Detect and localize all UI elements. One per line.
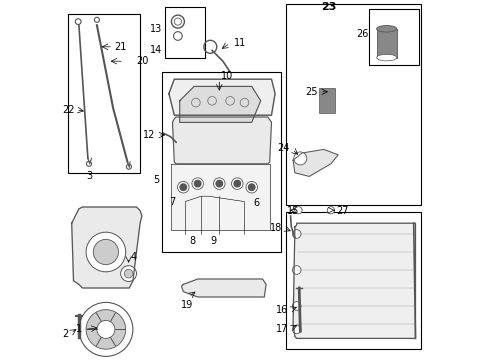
Ellipse shape	[376, 26, 396, 32]
Polygon shape	[170, 164, 269, 230]
Ellipse shape	[376, 54, 396, 61]
Text: 20: 20	[136, 56, 148, 66]
Circle shape	[326, 207, 334, 214]
Text: 17: 17	[276, 324, 288, 334]
Circle shape	[97, 320, 115, 338]
Circle shape	[245, 181, 257, 193]
Text: 6: 6	[253, 198, 259, 208]
Circle shape	[231, 178, 243, 189]
Text: 11: 11	[233, 38, 245, 48]
Polygon shape	[292, 149, 337, 176]
Bar	[285, 4, 420, 205]
Text: 12: 12	[142, 130, 155, 140]
Text: 16: 16	[276, 305, 288, 315]
Bar	[319, 88, 335, 113]
Text: 21: 21	[114, 42, 126, 52]
Text: 24: 24	[277, 143, 289, 153]
Text: 8: 8	[189, 236, 195, 246]
Circle shape	[86, 310, 125, 349]
Circle shape	[292, 325, 301, 334]
Polygon shape	[181, 279, 265, 297]
Text: 15: 15	[286, 206, 299, 216]
Polygon shape	[172, 117, 271, 164]
Circle shape	[192, 178, 203, 189]
Circle shape	[213, 178, 224, 189]
Circle shape	[248, 184, 254, 190]
Polygon shape	[168, 79, 275, 115]
Text: 13: 13	[150, 24, 162, 34]
Circle shape	[293, 152, 306, 165]
Circle shape	[124, 269, 133, 278]
Circle shape	[292, 302, 301, 310]
Text: 14: 14	[150, 45, 162, 55]
Circle shape	[177, 181, 189, 193]
Bar	[162, 72, 280, 252]
Bar	[376, 29, 396, 58]
Polygon shape	[179, 86, 260, 122]
Text: 7: 7	[169, 197, 175, 207]
Text: 9: 9	[210, 236, 217, 246]
Text: 27: 27	[336, 206, 348, 216]
Circle shape	[292, 266, 301, 274]
Text: 3: 3	[86, 171, 92, 181]
Bar	[165, 7, 204, 58]
Circle shape	[121, 266, 136, 282]
Text: 25: 25	[305, 87, 317, 97]
Polygon shape	[292, 223, 415, 338]
Circle shape	[234, 180, 240, 187]
Circle shape	[292, 230, 301, 238]
Text: 18: 18	[269, 222, 282, 233]
Bar	[285, 212, 420, 349]
Polygon shape	[72, 207, 142, 288]
Circle shape	[180, 184, 186, 190]
Bar	[68, 14, 140, 173]
Circle shape	[79, 302, 133, 356]
Text: 1: 1	[76, 324, 81, 334]
Text: 26: 26	[356, 29, 368, 39]
Text: 5: 5	[153, 175, 159, 185]
Text: 10: 10	[221, 71, 233, 81]
Circle shape	[194, 180, 201, 187]
Circle shape	[93, 239, 118, 265]
Text: 4: 4	[130, 252, 136, 262]
Text: 23: 23	[321, 2, 336, 12]
Bar	[368, 9, 418, 65]
Text: 19: 19	[181, 300, 193, 310]
Text: 22: 22	[62, 105, 75, 115]
Text: 2: 2	[62, 329, 69, 339]
Circle shape	[216, 180, 222, 187]
Circle shape	[294, 207, 302, 214]
Circle shape	[86, 232, 125, 272]
